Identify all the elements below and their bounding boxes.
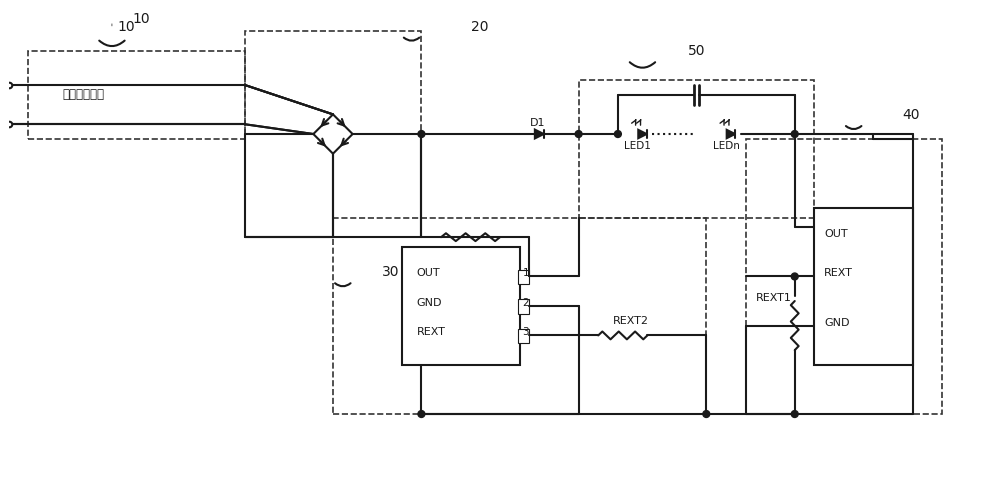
Polygon shape (638, 130, 647, 138)
Circle shape (791, 130, 798, 137)
Text: 可控硬调光器: 可控硬调光器 (63, 88, 105, 101)
Text: LEDn: LEDn (713, 141, 739, 151)
Text: GND: GND (416, 298, 442, 308)
Circle shape (614, 130, 621, 137)
Circle shape (418, 411, 425, 417)
Circle shape (575, 130, 582, 137)
Polygon shape (727, 130, 735, 138)
Text: 1: 1 (523, 268, 529, 279)
Circle shape (418, 130, 425, 137)
Bar (518, 329, 529, 343)
Text: REXT2: REXT2 (613, 316, 649, 326)
Bar (746, 139, 942, 414)
Bar (28, 50, 245, 139)
Bar (245, 31, 421, 237)
Text: 10: 10 (118, 20, 135, 34)
Text: 10: 10 (133, 12, 150, 26)
Circle shape (791, 273, 798, 280)
Text: 50: 50 (688, 44, 705, 58)
Text: 20: 20 (471, 20, 488, 34)
Text: LED1: LED1 (624, 141, 651, 151)
Circle shape (791, 411, 798, 417)
Bar (579, 80, 814, 217)
Text: 2: 2 (523, 298, 529, 308)
Circle shape (703, 411, 710, 417)
Text: REXT: REXT (416, 328, 445, 337)
Text: 40: 40 (903, 108, 920, 123)
Bar (333, 217, 706, 414)
Bar (518, 270, 529, 285)
Text: OUT: OUT (824, 229, 848, 239)
Text: REXT: REXT (824, 268, 853, 279)
Text: D1: D1 (529, 118, 545, 128)
Text: OUT: OUT (416, 268, 440, 279)
Text: 30: 30 (382, 265, 400, 280)
Text: GND: GND (824, 318, 850, 328)
Bar (402, 247, 520, 365)
Polygon shape (535, 129, 544, 138)
Bar (814, 207, 913, 365)
Text: REXT1: REXT1 (755, 293, 791, 303)
Text: 3: 3 (523, 328, 529, 337)
Bar (518, 299, 529, 314)
